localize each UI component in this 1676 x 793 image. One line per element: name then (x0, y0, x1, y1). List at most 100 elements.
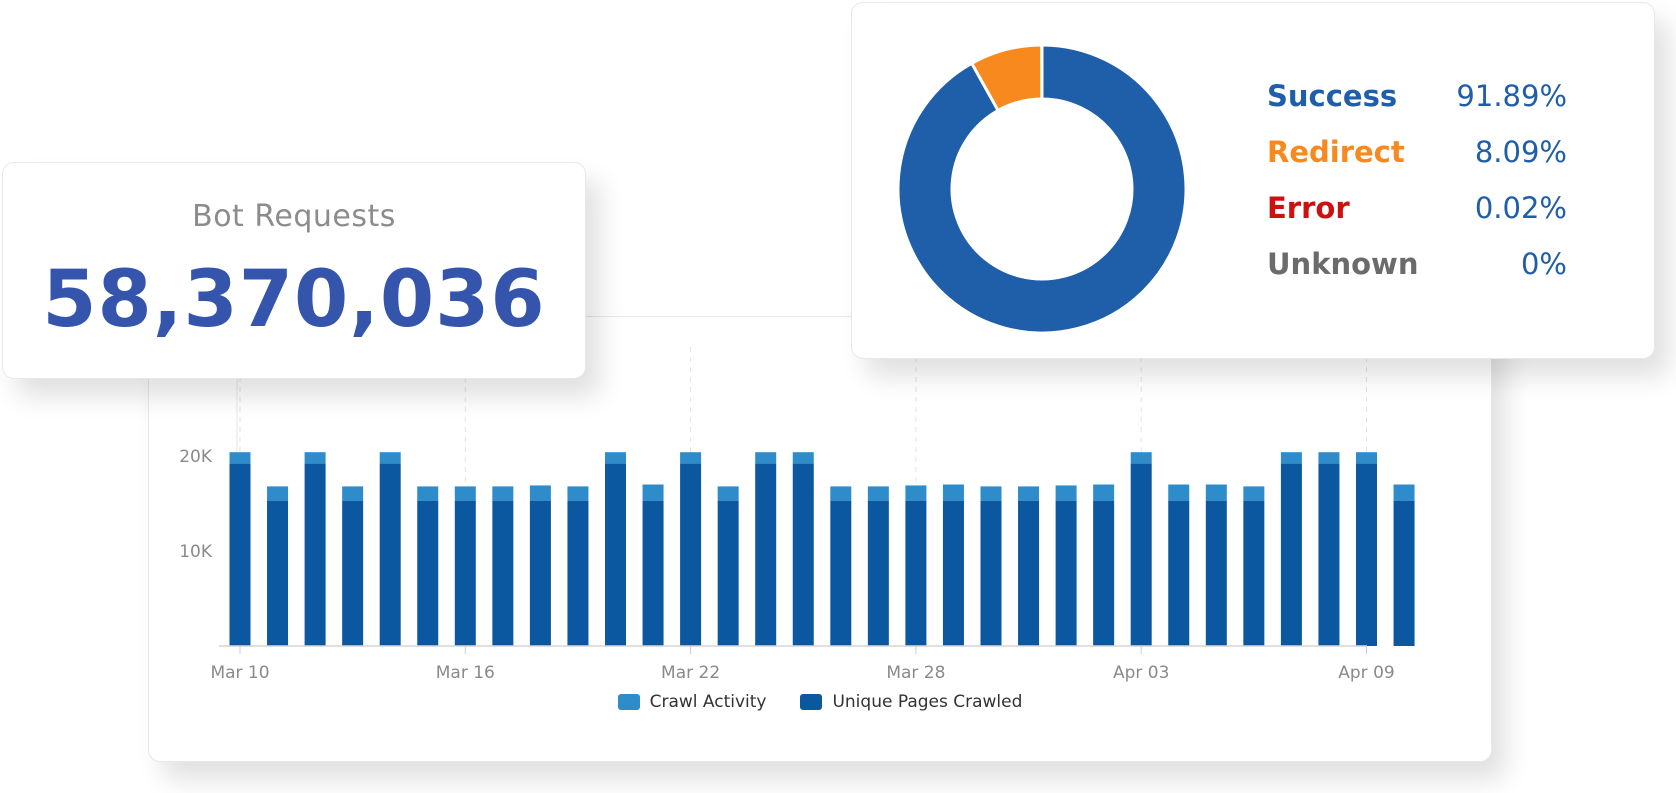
bar-unique-pages[interactable] (1093, 500, 1115, 646)
x-tick-label: Mar 28 (886, 663, 945, 683)
bar-crawl-activity[interactable] (567, 486, 589, 501)
bar-unique-pages[interactable] (529, 500, 551, 646)
bar-unique-pages[interactable] (905, 500, 927, 646)
x-tick-label: Mar 10 (210, 663, 269, 683)
bar-unique-pages[interactable] (605, 463, 626, 646)
bar-unique-pages[interactable] (1318, 463, 1340, 646)
bar-unique-pages[interactable] (1393, 500, 1415, 646)
status-name-error: Error (1267, 191, 1350, 225)
bar-crawl-activity[interactable] (529, 485, 551, 501)
bar-crawl-activity[interactable] (1093, 484, 1115, 501)
bar-crawl-activity[interactable] (755, 452, 777, 464)
bar-crawl-activity[interactable] (417, 486, 439, 501)
legend-label-crawl-activity: Crawl Activity (649, 692, 767, 712)
bar-crawl-activity[interactable] (980, 486, 1002, 501)
status-name-redirect: Redirect (1267, 135, 1405, 169)
bar-unique-pages[interactable] (680, 463, 702, 646)
bar-unique-pages[interactable] (1055, 500, 1077, 646)
bar-crawl-activity[interactable] (1130, 452, 1152, 464)
bar-unique-pages[interactable] (792, 463, 814, 646)
crawl-activity-chart-card: 10K 20K Mar 10 Mar 16 Mar 22 Mar 28 Apr 03 Apr … (148, 316, 1492, 762)
kpi-label: Bot Requests (192, 199, 396, 234)
bar-unique-pages[interactable] (417, 500, 439, 646)
bar-crawl-activity[interactable] (1356, 452, 1377, 464)
bar-crawl-activity[interactable] (1280, 452, 1302, 464)
bar-unique-pages[interactable] (755, 463, 777, 646)
status-breakdown-card: Success 91.89% Redirect 8.09% Error 0.02… (851, 2, 1655, 359)
bar-unique-pages[interactable] (1018, 500, 1040, 646)
bar-unique-pages[interactable] (830, 500, 852, 646)
status-value-redirect: 8.09% (1474, 135, 1567, 169)
bar-unique-pages[interactable] (379, 463, 401, 646)
y-tick-label: 20K (179, 447, 213, 467)
status-row-success: Success 91.89% (1267, 79, 1567, 135)
bar-crawl-activity[interactable] (680, 452, 702, 464)
bar-unique-pages[interactable] (867, 500, 889, 646)
bar-crawl-activity[interactable] (1168, 484, 1190, 501)
bar-unique-pages[interactable] (1356, 463, 1377, 646)
crawl-activity-bar-chart: 10K 20K Mar 10 Mar 16 Mar 22 Mar 28 Apr 03 Apr … (179, 347, 1415, 683)
bar-crawl-activity[interactable] (229, 452, 251, 464)
bar-unique-pages[interactable] (267, 500, 289, 646)
legend-item-unique-pages[interactable]: Unique Pages Crawled (800, 692, 1022, 712)
bar-unique-pages[interactable] (1243, 500, 1265, 646)
kpi-value: 58,370,036 (42, 255, 546, 345)
bar-crawl-activity[interactable] (454, 486, 476, 501)
bar-crawl-activity[interactable] (942, 484, 964, 501)
bar-unique-pages[interactable] (342, 500, 364, 646)
status-donut-chart (896, 43, 1188, 335)
bar-unique-pages[interactable] (454, 500, 476, 646)
unique-pages-swatch (800, 694, 823, 710)
x-tick-label: Apr 03 (1113, 663, 1169, 683)
bar-unique-pages[interactable] (1205, 500, 1227, 646)
crawl-activity-swatch (617, 694, 640, 710)
bar-unique-pages[interactable] (1280, 463, 1302, 646)
legend-label-unique-pages: Unique Pages Crawled (832, 692, 1023, 712)
bar-crawl-activity[interactable] (492, 486, 514, 501)
bar-unique-pages[interactable] (1168, 500, 1190, 646)
status-row-redirect: Redirect 8.09% (1267, 135, 1567, 191)
bar-unique-pages[interactable] (229, 463, 251, 646)
bar-crawl-activity[interactable] (1205, 484, 1227, 501)
bar-crawl-activity[interactable] (830, 486, 852, 501)
bar-crawl-activity[interactable] (1318, 452, 1340, 464)
bar-unique-pages[interactable] (567, 500, 589, 646)
bar-crawl-activity[interactable] (1018, 486, 1040, 501)
bar-crawl-activity[interactable] (342, 486, 364, 501)
bar-crawl-activity[interactable] (792, 452, 814, 464)
bar-unique-pages[interactable] (1130, 463, 1152, 646)
bar-crawl-activity[interactable] (267, 486, 289, 501)
bar-crawl-activity[interactable] (905, 485, 927, 501)
bar-unique-pages[interactable] (717, 500, 739, 646)
bar-crawl-activity[interactable] (717, 486, 739, 501)
status-value-unknown: 0% (1520, 247, 1567, 281)
x-tick-label: Mar 22 (661, 663, 720, 683)
bar-unique-pages[interactable] (942, 500, 964, 646)
status-legend: Success 91.89% Redirect 8.09% Error 0.02… (1267, 79, 1567, 303)
bar-crawl-activity[interactable] (379, 452, 401, 464)
status-value-error: 0.02% (1474, 191, 1567, 225)
chart-legend: Crawl Activity Unique Pages Crawled (149, 692, 1491, 712)
bot-requests-card: Bot Requests 58,370,036 (2, 162, 586, 379)
y-tick-label: 10K (179, 542, 213, 562)
status-value-success: 91.89% (1456, 79, 1567, 113)
x-tick-label: Mar 16 (436, 663, 495, 683)
status-name-unknown: Unknown (1267, 247, 1419, 281)
bar-crawl-activity[interactable] (1243, 486, 1265, 501)
bar-crawl-activity[interactable] (304, 452, 326, 464)
bar-crawl-activity[interactable] (867, 486, 889, 501)
donut-slice-success[interactable] (896, 43, 1188, 335)
status-row-error: Error 0.02% (1267, 191, 1567, 247)
bar-unique-pages[interactable] (304, 463, 326, 646)
legend-item-crawl-activity[interactable]: Crawl Activity (617, 692, 767, 712)
status-row-unknown: Unknown 0% (1267, 247, 1567, 303)
bar-unique-pages[interactable] (980, 500, 1002, 646)
x-tick-label: Apr 09 (1338, 663, 1394, 683)
status-name-success: Success (1267, 79, 1398, 113)
bar-crawl-activity[interactable] (642, 484, 664, 501)
bar-unique-pages[interactable] (492, 500, 514, 646)
bar-crawl-activity[interactable] (1393, 484, 1415, 501)
bar-crawl-activity[interactable] (1055, 485, 1077, 501)
bar-crawl-activity[interactable] (605, 452, 626, 464)
bar-unique-pages[interactable] (642, 500, 664, 646)
